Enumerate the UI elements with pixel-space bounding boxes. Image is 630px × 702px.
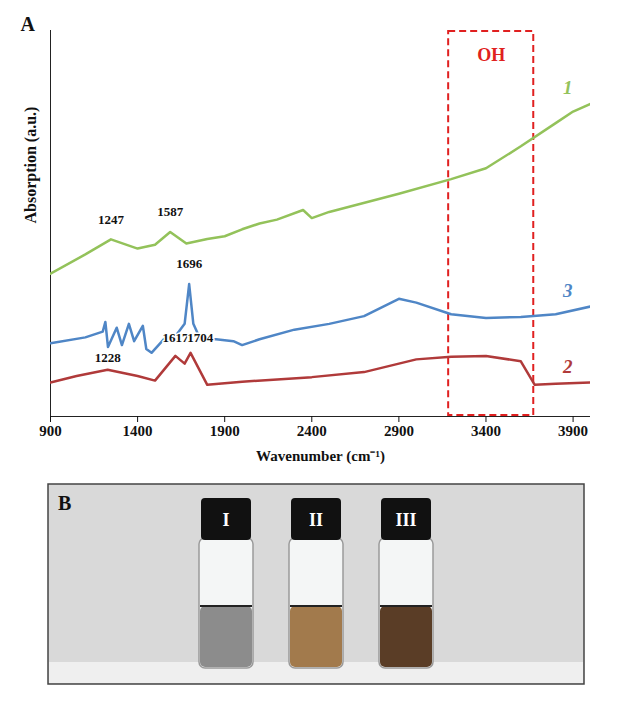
svg-text:Wavenumber (cm⁻¹): Wavenumber (cm⁻¹) xyxy=(256,448,385,465)
svg-text:1: 1 xyxy=(563,77,573,98)
svg-text:1247: 1247 xyxy=(98,212,125,227)
svg-text:3900: 3900 xyxy=(558,423,588,439)
svg-text:1587: 1587 xyxy=(157,204,184,219)
svg-text:I: I xyxy=(222,510,229,530)
svg-text:2: 2 xyxy=(562,356,573,377)
svg-text:Absorption (a.u.): Absorption (a.u.) xyxy=(22,107,40,224)
svg-text:3: 3 xyxy=(562,280,573,301)
svg-text:1617: 1617 xyxy=(162,330,189,345)
svg-text:1400: 1400 xyxy=(123,423,153,439)
svg-text:A: A xyxy=(21,13,36,35)
svg-text:1900: 1900 xyxy=(210,423,240,439)
svg-text:2400: 2400 xyxy=(297,423,327,439)
svg-text:1696: 1696 xyxy=(176,256,203,271)
svg-text:900: 900 xyxy=(39,423,62,439)
svg-text:B: B xyxy=(58,492,71,514)
svg-text:1704: 1704 xyxy=(187,330,214,345)
svg-text:II: II xyxy=(309,510,323,530)
svg-text:2900: 2900 xyxy=(384,423,414,439)
svg-text:3400: 3400 xyxy=(471,423,501,439)
svg-text:III: III xyxy=(395,510,416,530)
svg-text:OH: OH xyxy=(477,45,505,65)
svg-text:1228: 1228 xyxy=(95,350,122,365)
